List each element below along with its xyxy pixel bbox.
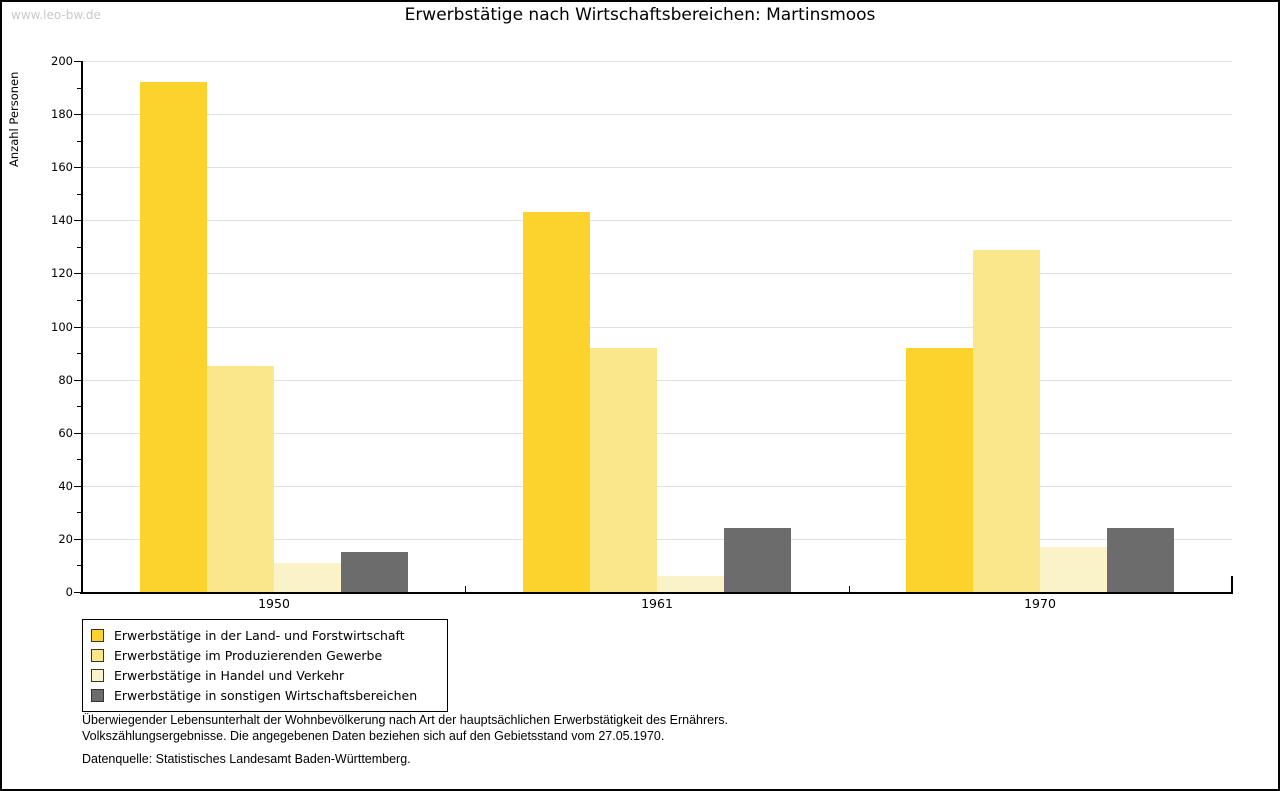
y-axis-tick-label-160: 160 <box>51 160 73 174</box>
gridline-180 <box>82 114 1232 115</box>
footnote-description: Überwiegender Lebensunterhalt der Wohnbe… <box>82 712 728 744</box>
y-axis-tick-label-20: 20 <box>58 532 73 546</box>
legend-item-1: Erwerbstätige in der Land- und Forstwirt… <box>91 625 447 645</box>
y-axis-major-tick-100 <box>74 327 81 328</box>
bar-1950-series-2 <box>207 366 274 592</box>
y-axis-minor-tick-50 <box>77 459 81 460</box>
y-axis-tick-label-40: 40 <box>58 479 73 493</box>
y-axis-major-tick-160 <box>74 167 81 168</box>
gridline-100 <box>82 327 1232 328</box>
y-axis-tick-label-140: 140 <box>51 213 73 227</box>
bar-1970-series-1 <box>906 348 973 592</box>
y-axis-minor-tick-130 <box>77 247 81 248</box>
y-axis-major-tick-40 <box>74 486 81 487</box>
x-axis-boundary-tick <box>465 586 466 592</box>
y-axis-major-tick-0 <box>74 592 81 593</box>
legend-item-label: Erwerbstätige in der Land- und Forstwirt… <box>114 627 405 643</box>
legend-item-label: Erwerbstätige in sonstigen Wirtschaftsbe… <box>114 687 418 703</box>
gridline-20 <box>82 539 1232 540</box>
y-axis-minor-tick-150 <box>77 194 81 195</box>
y-axis-tick-label-80: 80 <box>58 373 73 387</box>
legend-item-4: Erwerbstätige in sonstigen Wirtschaftsbe… <box>91 685 447 705</box>
y-axis-major-tick-60 <box>74 433 81 434</box>
y-axis-minor-tick-30 <box>77 512 81 513</box>
x-axis-boundary-tick <box>849 586 850 592</box>
y-axis-minor-tick-70 <box>77 406 81 407</box>
x-axis-label-1970: 1970 <box>1024 596 1056 611</box>
y-axis-major-tick-200 <box>74 61 81 62</box>
y-axis-major-tick-140 <box>74 220 81 221</box>
legend: Erwerbstätige in der Land- und Forstwirt… <box>82 619 448 712</box>
footnote-line: Volkszählungsergebnisse. Die angegebenen… <box>82 729 665 743</box>
bar-1961-series-3 <box>657 576 724 592</box>
gridline-80 <box>82 380 1232 381</box>
gridline-40 <box>82 486 1232 487</box>
y-axis-minor-tick-190 <box>77 88 81 89</box>
bar-1970-series-4 <box>1107 528 1174 592</box>
y-axis-major-tick-180 <box>74 114 81 115</box>
bar-1961-series-1 <box>523 212 590 592</box>
y-axis-title: Anzahl Personen <box>7 71 21 167</box>
legend-swatch-icon <box>91 668 104 682</box>
y-axis-tick-label-200: 200 <box>51 54 73 68</box>
x-axis-line <box>80 592 1233 594</box>
y-axis-tick-label-100: 100 <box>51 320 73 334</box>
y-axis-minor-tick-90 <box>77 353 81 354</box>
y-axis-tick-label-0: 0 <box>65 585 73 599</box>
gridline-60 <box>82 433 1232 434</box>
bar-1950-series-1 <box>140 82 207 592</box>
bar-1970-series-2 <box>973 250 1040 592</box>
gridline-200 <box>82 61 1232 62</box>
y-axis-line <box>81 61 83 594</box>
footnote-line: Überwiegender Lebensunterhalt der Wohnbe… <box>82 713 728 727</box>
legend-item-3: Erwerbstätige in Handel und Verkehr <box>91 665 447 685</box>
y-axis-tick-label-120: 120 <box>51 266 73 280</box>
bar-1950-series-3 <box>274 563 341 592</box>
gridline-160 <box>82 167 1232 168</box>
x-axis-end-tick <box>1231 576 1233 592</box>
footnote-source: Datenquelle: Statistisches Landesamt Bad… <box>82 752 411 766</box>
y-axis-minor-tick-10 <box>77 565 81 566</box>
watermark: www.leo-bw.de <box>11 8 101 22</box>
y-axis-major-tick-120 <box>74 273 81 274</box>
legend-item-label: Erwerbstätige in Handel und Verkehr <box>114 667 345 683</box>
bar-1961-series-2 <box>590 348 657 592</box>
legend-item-2: Erwerbstätige im Produzierenden Gewerbe <box>91 645 447 665</box>
legend-swatch-icon <box>91 628 104 642</box>
bar-1961-series-4 <box>724 528 791 592</box>
x-axis-label-1961: 1961 <box>641 596 673 611</box>
y-axis-minor-tick-170 <box>77 141 81 142</box>
gridline-120 <box>82 273 1232 274</box>
y-axis-tick-label-180: 180 <box>51 107 73 121</box>
bar-1970-series-3 <box>1040 547 1107 592</box>
legend-swatch-icon <box>91 688 104 702</box>
legend-item-label: Erwerbstätige im Produzierenden Gewerbe <box>114 647 383 663</box>
y-axis-major-tick-20 <box>74 539 81 540</box>
y-axis-minor-tick-110 <box>77 300 81 301</box>
gridline-140 <box>82 220 1232 221</box>
y-axis-tick-label-60: 60 <box>58 426 73 440</box>
y-axis-major-tick-80 <box>74 380 81 381</box>
bar-1950-series-4 <box>341 552 408 592</box>
legend-swatch-icon <box>91 648 104 662</box>
page-title: Erwerbstätige nach Wirtschaftsbereichen:… <box>404 5 876 25</box>
x-axis-label-1950: 1950 <box>258 596 290 611</box>
